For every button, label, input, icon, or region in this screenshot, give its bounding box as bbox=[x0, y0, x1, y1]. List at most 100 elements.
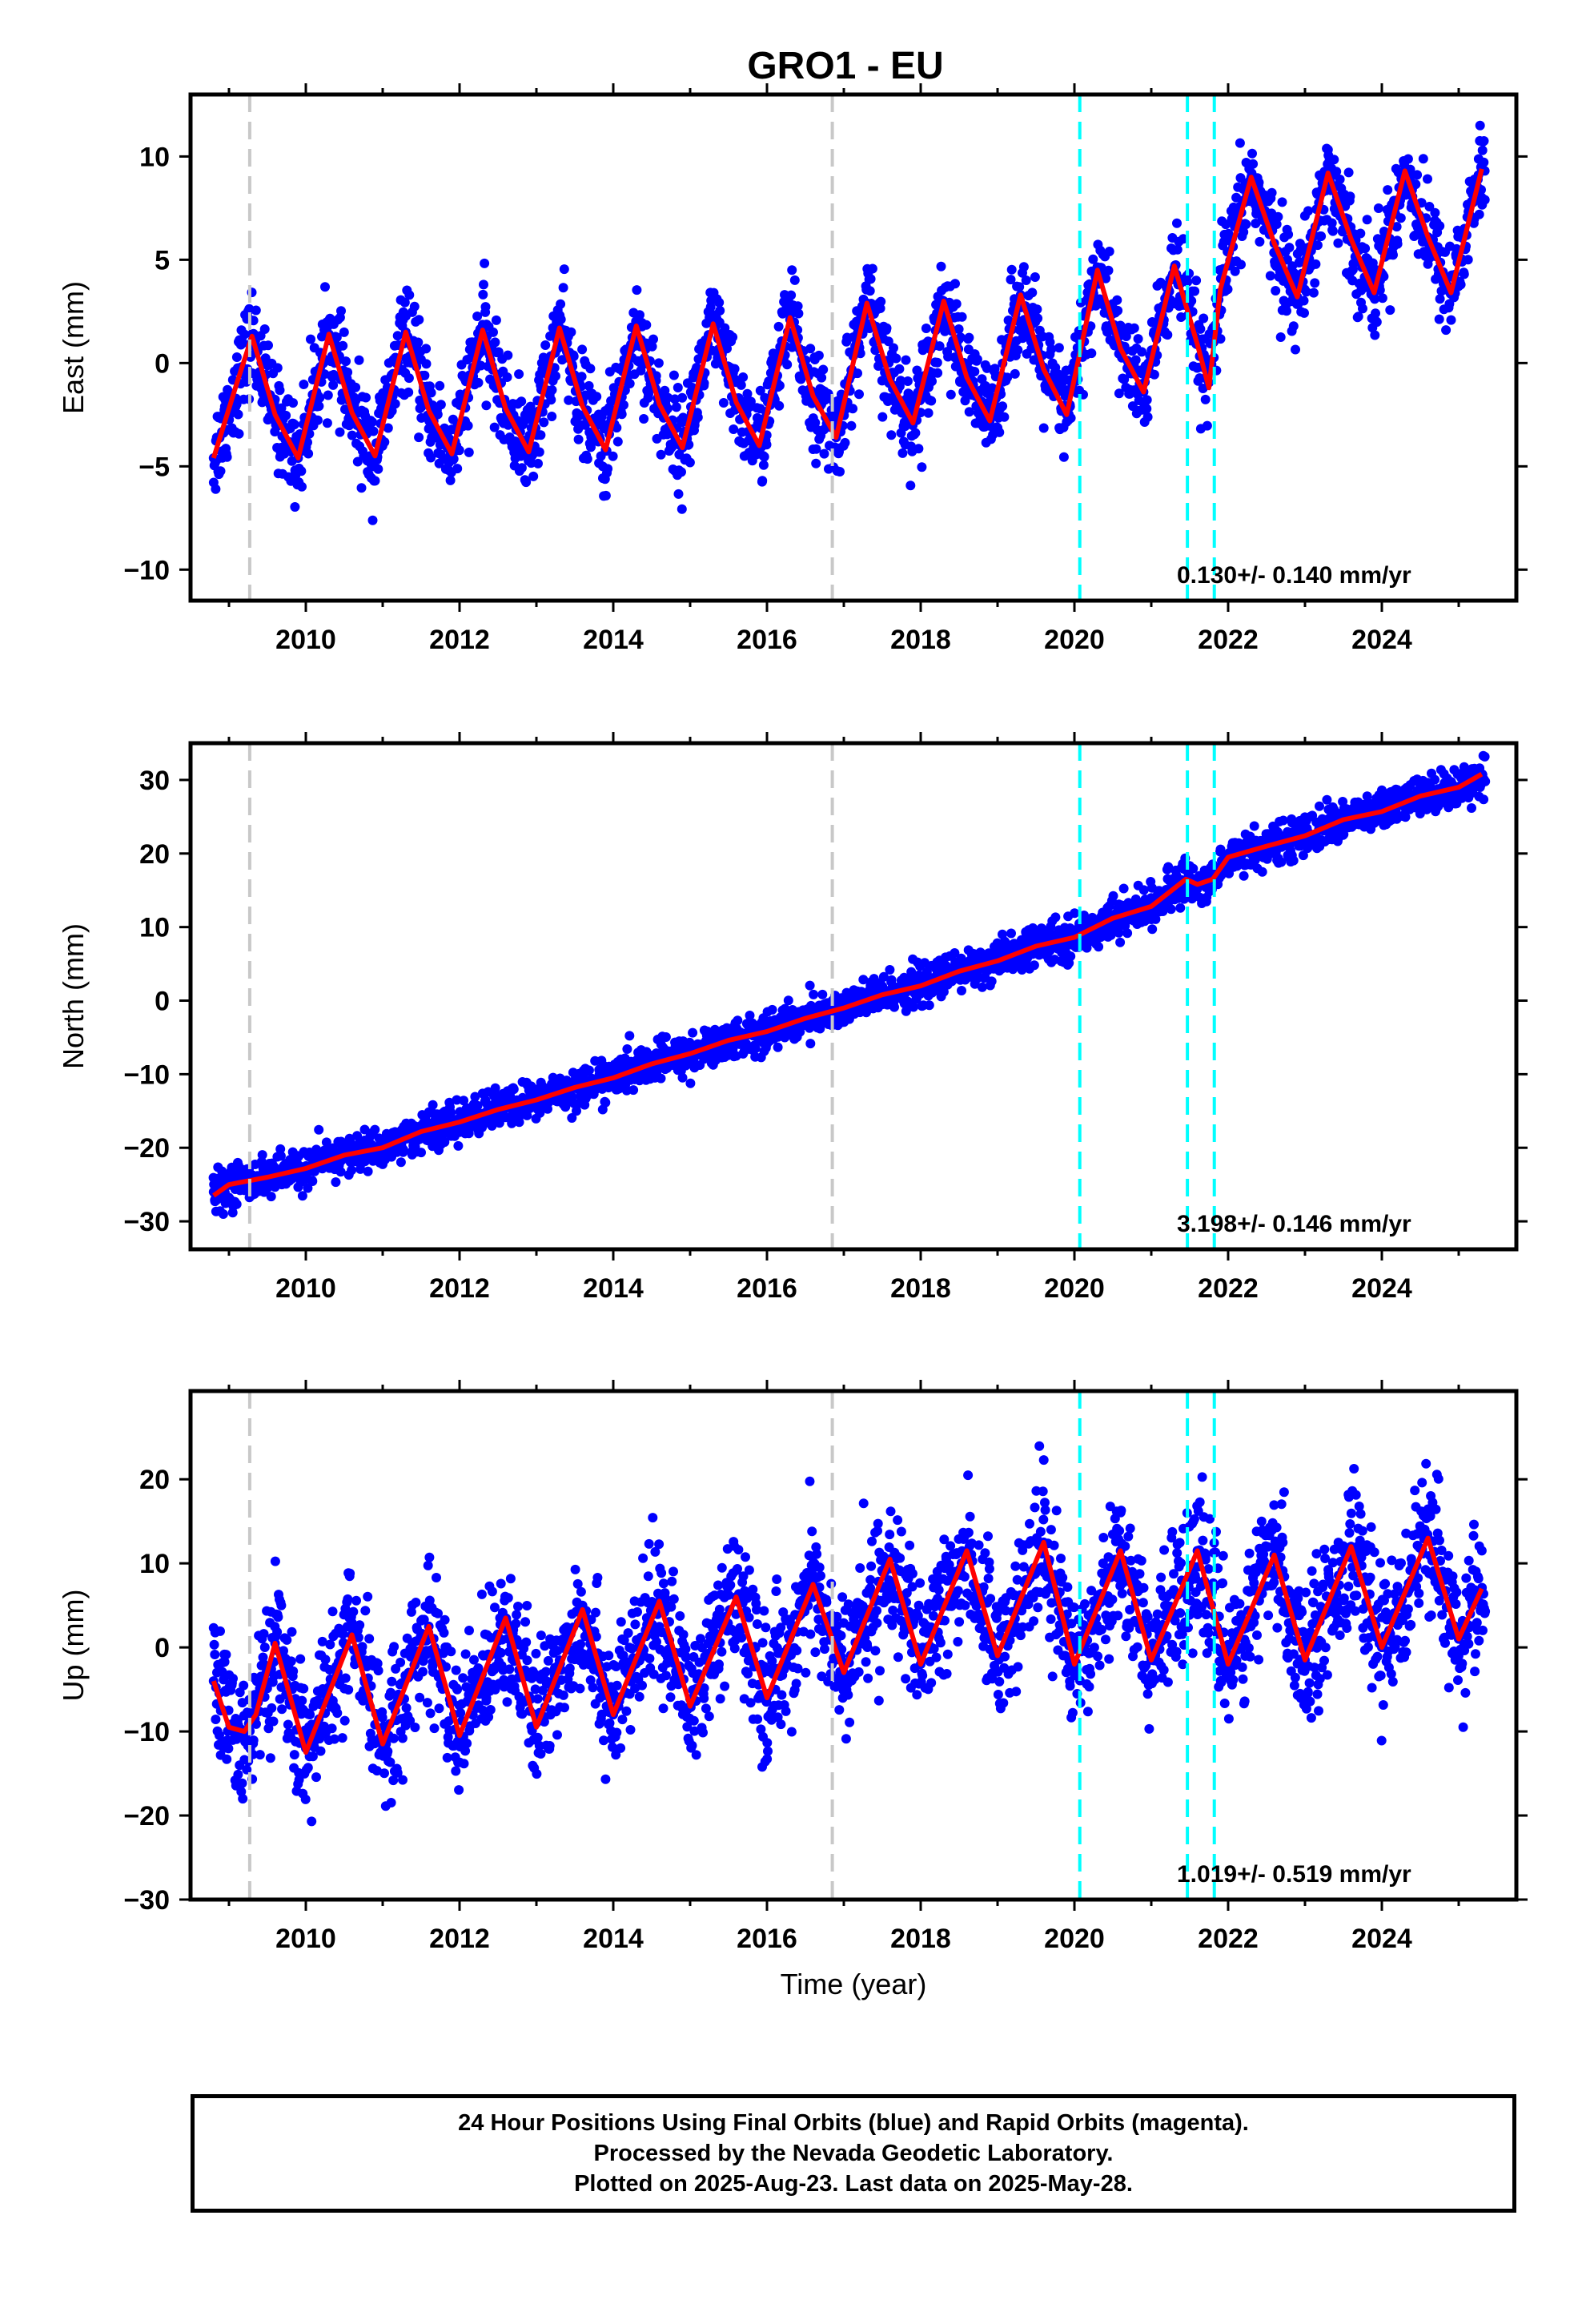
data-point bbox=[733, 1015, 743, 1026]
data-point bbox=[909, 1002, 918, 1012]
data-point bbox=[608, 451, 618, 461]
data-point bbox=[897, 448, 908, 458]
data-point bbox=[572, 1106, 581, 1116]
data-point bbox=[1435, 221, 1445, 231]
data-point bbox=[853, 368, 862, 379]
data-point bbox=[1182, 277, 1193, 287]
data-point bbox=[1267, 187, 1277, 198]
data-point bbox=[1301, 287, 1311, 297]
data-point bbox=[1070, 908, 1080, 919]
data-point bbox=[1104, 247, 1114, 256]
data-point bbox=[490, 1083, 500, 1093]
data-point bbox=[470, 1092, 480, 1102]
data-point bbox=[786, 290, 797, 300]
data-point bbox=[787, 265, 797, 275]
data-point bbox=[793, 308, 804, 319]
data-point bbox=[927, 376, 937, 387]
data-point bbox=[1403, 154, 1413, 164]
data-point bbox=[567, 1113, 577, 1123]
data-point bbox=[840, 437, 850, 448]
data-point bbox=[1010, 368, 1020, 379]
data-point bbox=[234, 428, 244, 439]
data-point bbox=[1138, 885, 1149, 895]
data-point bbox=[1112, 295, 1122, 305]
data-point bbox=[774, 400, 785, 411]
x-tick-label: 2022 bbox=[1198, 625, 1259, 655]
data-point bbox=[1316, 231, 1327, 241]
data-point bbox=[299, 380, 309, 389]
data-point bbox=[1312, 240, 1323, 251]
data-point bbox=[582, 454, 592, 464]
data-point bbox=[1255, 236, 1265, 247]
data-point bbox=[1195, 324, 1206, 334]
data-point bbox=[1200, 394, 1211, 404]
data-point bbox=[573, 434, 584, 444]
data-point bbox=[516, 463, 527, 473]
data-point bbox=[218, 1209, 228, 1219]
data-point bbox=[1254, 177, 1264, 187]
data-point bbox=[396, 1157, 406, 1168]
data-point bbox=[452, 1095, 462, 1105]
data-point bbox=[540, 340, 551, 350]
data-point bbox=[1377, 293, 1387, 304]
data-point bbox=[370, 1124, 380, 1135]
data-point bbox=[819, 448, 829, 459]
data-point bbox=[239, 329, 250, 340]
data-point bbox=[361, 392, 371, 403]
data-point bbox=[1046, 344, 1057, 355]
data-point bbox=[398, 1144, 408, 1155]
data-point bbox=[367, 417, 377, 427]
data-point bbox=[1058, 452, 1069, 462]
data-point bbox=[1362, 215, 1372, 225]
data-point bbox=[977, 982, 987, 992]
data-point bbox=[1353, 312, 1363, 322]
data-point bbox=[306, 334, 315, 344]
data-point bbox=[1379, 271, 1389, 282]
data-point bbox=[536, 430, 546, 440]
data-point bbox=[933, 368, 943, 378]
data-point bbox=[1137, 347, 1147, 357]
data-point bbox=[363, 1166, 373, 1176]
data-point bbox=[1121, 332, 1131, 341]
data-point bbox=[1456, 279, 1466, 290]
data-point bbox=[463, 420, 473, 431]
data-point bbox=[1101, 273, 1111, 283]
data-point bbox=[390, 399, 400, 409]
data-point bbox=[446, 1108, 456, 1118]
data-point bbox=[656, 1073, 666, 1084]
data-point bbox=[1271, 286, 1281, 296]
data-point bbox=[404, 290, 415, 300]
data-point bbox=[924, 1000, 934, 1011]
data-point bbox=[1215, 334, 1226, 344]
data-point bbox=[211, 484, 221, 494]
data-point bbox=[1239, 870, 1249, 881]
data-point bbox=[1392, 239, 1403, 249]
data-point bbox=[817, 989, 828, 999]
data-point bbox=[1002, 372, 1013, 383]
data-point bbox=[677, 504, 687, 514]
data-point bbox=[1033, 313, 1043, 324]
data-point bbox=[1271, 219, 1282, 229]
data-point bbox=[1202, 420, 1212, 431]
data-point bbox=[720, 323, 730, 333]
data-point bbox=[351, 382, 361, 392]
data-point bbox=[421, 344, 432, 354]
data-point bbox=[612, 436, 623, 447]
data-point bbox=[677, 467, 686, 477]
data-point bbox=[307, 1176, 318, 1186]
data-point bbox=[481, 400, 492, 411]
data-point bbox=[913, 444, 924, 454]
data-point bbox=[641, 320, 652, 330]
data-point bbox=[1235, 138, 1245, 148]
data-point bbox=[478, 289, 488, 300]
data-point bbox=[551, 371, 560, 381]
data-point bbox=[932, 357, 942, 368]
x-tick-label: 2010 bbox=[275, 625, 336, 655]
data-point bbox=[619, 400, 628, 410]
data-point bbox=[1463, 255, 1473, 265]
data-point bbox=[290, 502, 300, 512]
data-point bbox=[452, 464, 463, 474]
data-point bbox=[923, 408, 934, 418]
data-point bbox=[237, 336, 247, 347]
